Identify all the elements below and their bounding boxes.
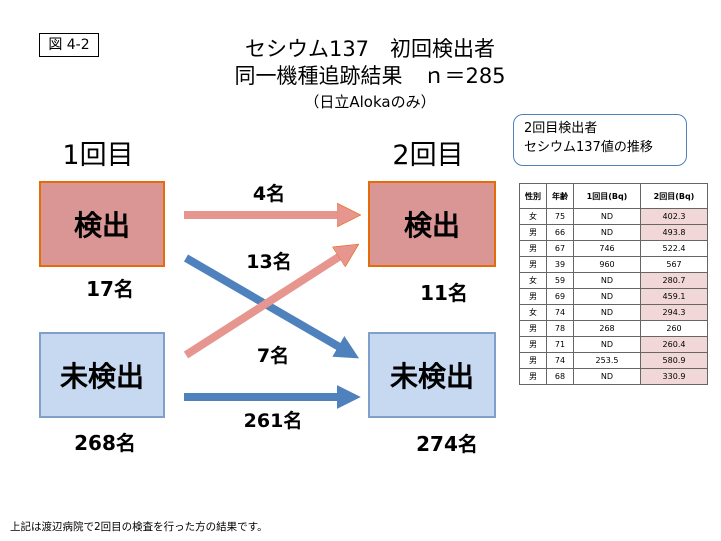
cell-sex: 男 [519, 320, 547, 337]
table-row: 女 74 ND 294.3 [519, 304, 708, 321]
table-row: 男 71 ND 260.4 [519, 336, 708, 353]
cell-first-bq: 253.5 [573, 352, 641, 369]
arrow-undet-to-det [183, 251, 348, 359]
cell-second-bq: 580.9 [640, 352, 708, 369]
cell-age: 39 [546, 256, 574, 273]
cell-second-bq: 294.3 [640, 304, 708, 321]
header-age: 年齢 [546, 183, 574, 209]
cell-second-bq: 459.1 [640, 288, 708, 305]
first-detected-box: 検出 [39, 181, 165, 267]
table-row: 男 74 253.5 580.9 [519, 352, 708, 369]
cell-second-bq: 280.7 [640, 272, 708, 289]
table-row: 男 78 268 260 [519, 320, 708, 337]
cell-age: 59 [546, 272, 574, 289]
second-detected-values-table: 性別 年齢 1回目(Bq) 2回目(Bq) 女 75 ND 402.3 男 66 ND 493… [519, 183, 708, 385]
callout-line-1: 2回目検出者 [524, 121, 598, 136]
callout-line-2: セシウム137値の推移 [524, 140, 653, 155]
header-second-bq: 2回目(Bq) [640, 183, 708, 209]
cell-second-bq: 493.8 [640, 224, 708, 241]
cell-sex: 男 [519, 224, 547, 241]
cell-second-bq: 402.3 [640, 208, 708, 225]
arrow-label-det-to-undet: 13名 [246, 251, 292, 273]
second-detected-box: 検出 [368, 181, 496, 267]
second-round-heading: 2回目 [392, 140, 464, 171]
cell-first-bq: ND [573, 336, 641, 353]
table-caption-callout: 2回目検出者 セシウム137値の推移 [513, 114, 687, 166]
cell-age: 74 [546, 352, 574, 369]
table-header-row: 性別 年齢 1回目(Bq) 2回目(Bq) [519, 183, 708, 209]
first-round-heading: 1回目 [62, 140, 134, 171]
table-row: 男 69 ND 459.1 [519, 288, 708, 305]
cell-sex: 男 [519, 288, 547, 305]
cell-first-bq: 960 [573, 256, 641, 273]
table-row: 女 59 ND 280.7 [519, 272, 708, 289]
cell-first-bq: 746 [573, 240, 641, 257]
cell-age: 66 [546, 224, 574, 241]
second-detected-count: 11名 [420, 281, 468, 305]
cell-age: 67 [546, 240, 574, 257]
cell-first-bq: ND [573, 304, 641, 321]
table-row: 男 67 746 522.4 [519, 240, 708, 257]
second-undetected-count: 274名 [416, 432, 478, 456]
first-detected-count: 17名 [86, 277, 134, 301]
cell-age: 69 [546, 288, 574, 305]
title-line-2: 同一機種追跡結果 ｎ＝285 [234, 64, 506, 88]
cell-second-bq: 330.9 [640, 368, 708, 385]
cell-sex: 男 [519, 352, 547, 369]
table-row: 男 39 960 567 [519, 256, 708, 273]
cell-age: 78 [546, 320, 574, 337]
cell-age: 71 [546, 336, 574, 353]
cell-first-bq: 268 [573, 320, 641, 337]
arrow-label-undet-to-undet: 261名 [243, 410, 303, 432]
cell-sex: 男 [519, 240, 547, 257]
cell-sex: 男 [519, 368, 547, 385]
cell-sex: 女 [519, 272, 547, 289]
cell-sex: 男 [519, 336, 547, 353]
table-row: 男 66 ND 493.8 [519, 224, 708, 241]
first-undetected-box: 未検出 [39, 332, 165, 418]
figure-label: 図 4-2 [39, 33, 99, 57]
cell-sex: 女 [519, 304, 547, 321]
table-row: 男 68 ND 330.9 [519, 368, 708, 385]
cell-sex: 男 [519, 256, 547, 273]
cell-sex: 女 [519, 208, 547, 225]
cell-first-bq: ND [573, 208, 641, 225]
subtitle: （日立Alokaのみ） [304, 93, 436, 111]
title-line-1: セシウム137 初回検出者 [244, 37, 496, 61]
cell-second-bq: 260 [640, 320, 708, 337]
cell-second-bq: 522.4 [640, 240, 708, 257]
cell-first-bq: ND [573, 288, 641, 305]
first-undetected-count: 268名 [74, 431, 136, 455]
arrow-label-undet-to-det: 7名 [256, 345, 290, 367]
cell-second-bq: 567 [640, 256, 708, 273]
header-sex: 性別 [519, 183, 547, 209]
cell-first-bq: ND [573, 272, 641, 289]
cell-first-bq: ND [573, 368, 641, 385]
footnote: 上記は渡辺病院で2回目の検査を行った方の結果です。 [10, 521, 268, 533]
cell-age: 75 [546, 208, 574, 225]
cell-age: 74 [546, 304, 574, 321]
second-undetected-box: 未検出 [368, 332, 496, 418]
cell-age: 68 [546, 368, 574, 385]
header-first-bq: 1回目(Bq) [573, 183, 641, 209]
cell-second-bq: 260.4 [640, 336, 708, 353]
cell-first-bq: ND [573, 224, 641, 241]
table-row: 女 75 ND 402.3 [519, 208, 708, 225]
arrow-label-det-to-det: 4名 [252, 183, 286, 205]
